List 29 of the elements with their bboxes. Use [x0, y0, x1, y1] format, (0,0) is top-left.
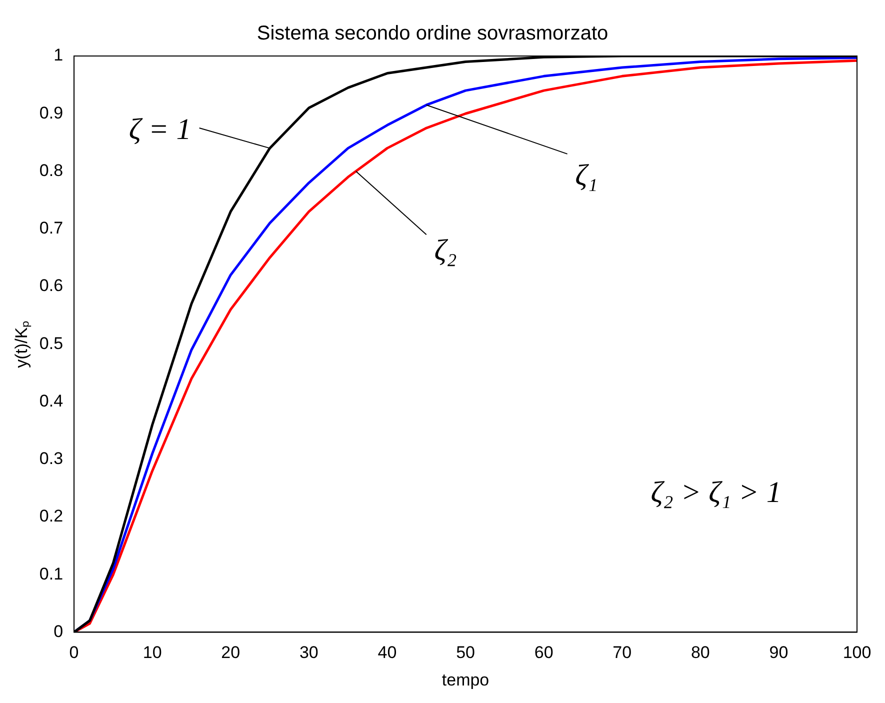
y-tick-label: 1 — [54, 46, 64, 65]
y-tick-label: 0.5 — [39, 334, 64, 353]
y-tick-label: 0.3 — [39, 449, 64, 468]
x-tick-label: 50 — [456, 643, 475, 662]
x-tick-label: 0 — [69, 643, 79, 662]
y-axis-title: y(t)/Kₚ — [12, 320, 32, 368]
x-tick-label: 60 — [534, 643, 554, 662]
x-tick-label: 40 — [378, 643, 397, 662]
y-tick-label: 0.1 — [39, 564, 64, 584]
y-tick-label: 0.7 — [39, 218, 64, 238]
y-tick-label: 0.4 — [39, 391, 64, 410]
x-tick-label: 10 — [142, 643, 162, 662]
y-tick-label: 0.9 — [39, 103, 64, 122]
annotation: ζ₂ > ζ₁ > 1 — [650, 476, 782, 509]
annotation: ζ₁ — [575, 158, 598, 192]
annotation: ζ = 1 — [128, 112, 192, 146]
y-tick-label: 0.6 — [39, 276, 64, 296]
x-tick-label: 30 — [299, 643, 318, 662]
x-tick-label: 90 — [769, 643, 788, 662]
y-tick-label: 0.8 — [39, 160, 64, 180]
x-tick-label: 80 — [690, 643, 710, 662]
y-tick-label: 0 — [54, 622, 64, 641]
y-tick-label: 0.2 — [39, 506, 64, 526]
x-tick-label: 70 — [612, 643, 632, 662]
x-tick-label: 20 — [221, 643, 240, 662]
x-axis-title: tempo — [442, 670, 490, 690]
chart-title: Sistema secondo ordine sovrasmorzato — [256, 22, 608, 45]
annotation: ζ₂ — [434, 234, 457, 267]
x-tick-label: 100 — [842, 643, 872, 662]
